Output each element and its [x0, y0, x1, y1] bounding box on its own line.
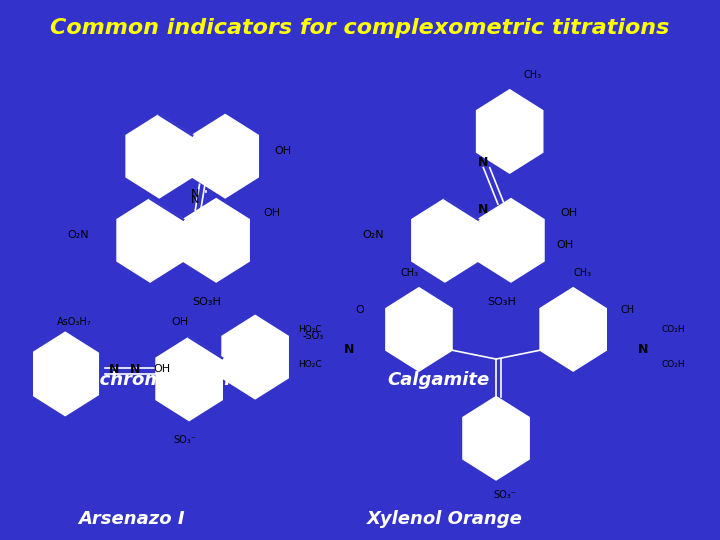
Polygon shape — [478, 199, 544, 282]
Polygon shape — [117, 199, 183, 282]
Text: Eriochrome Black T: Eriochrome Black T — [60, 370, 255, 389]
Text: -SO₃: -SO₃ — [302, 332, 323, 341]
Text: CH: CH — [621, 305, 634, 315]
Text: N: N — [191, 195, 199, 205]
Text: SO₃H: SO₃H — [193, 296, 222, 307]
Text: SO₃⁻: SO₃⁻ — [174, 435, 196, 445]
Polygon shape — [156, 338, 222, 421]
Text: CH₃: CH₃ — [401, 268, 419, 278]
Text: N: N — [478, 202, 489, 215]
Text: CO₂H: CO₂H — [661, 325, 685, 334]
Text: N: N — [191, 189, 199, 199]
Text: OH: OH — [557, 240, 573, 250]
Polygon shape — [126, 114, 192, 198]
Polygon shape — [386, 288, 452, 371]
Text: Calgamite: Calgamite — [387, 370, 490, 389]
Text: N: N — [130, 363, 140, 376]
Text: N: N — [638, 343, 648, 356]
Text: AsO₃H₇: AsO₃H₇ — [57, 318, 91, 327]
Text: O₂N: O₂N — [363, 231, 384, 240]
Text: SO₃H: SO₃H — [487, 296, 516, 307]
Polygon shape — [540, 288, 606, 371]
Polygon shape — [32, 332, 98, 415]
Text: Common indicators for complexometric titrations: Common indicators for complexometric tit… — [50, 17, 670, 37]
Polygon shape — [192, 114, 258, 198]
Text: HO₂C: HO₂C — [298, 325, 322, 334]
Text: Arsenazo I: Arsenazo I — [78, 510, 185, 528]
Text: N: N — [109, 363, 120, 376]
Polygon shape — [477, 90, 543, 173]
Text: OH: OH — [274, 146, 292, 156]
Polygon shape — [183, 199, 249, 282]
Text: N: N — [478, 156, 489, 169]
Text: O: O — [356, 305, 364, 315]
Text: N: N — [344, 343, 354, 356]
Text: OH: OH — [171, 318, 189, 327]
Text: HO₂C: HO₂C — [298, 360, 322, 368]
Text: OH: OH — [560, 207, 577, 218]
Text: SO₃⁻: SO₃⁻ — [494, 490, 516, 500]
Text: Xylenol Orange: Xylenol Orange — [367, 510, 523, 528]
Text: OH: OH — [154, 364, 171, 374]
Polygon shape — [222, 315, 288, 399]
Text: CO₂H: CO₂H — [661, 360, 685, 368]
Text: CH₃: CH₃ — [573, 268, 591, 278]
Text: OH: OH — [264, 207, 280, 218]
Polygon shape — [412, 199, 478, 282]
Text: O₂N: O₂N — [68, 231, 89, 240]
Polygon shape — [463, 397, 529, 480]
Text: CH₃: CH₃ — [523, 70, 541, 80]
